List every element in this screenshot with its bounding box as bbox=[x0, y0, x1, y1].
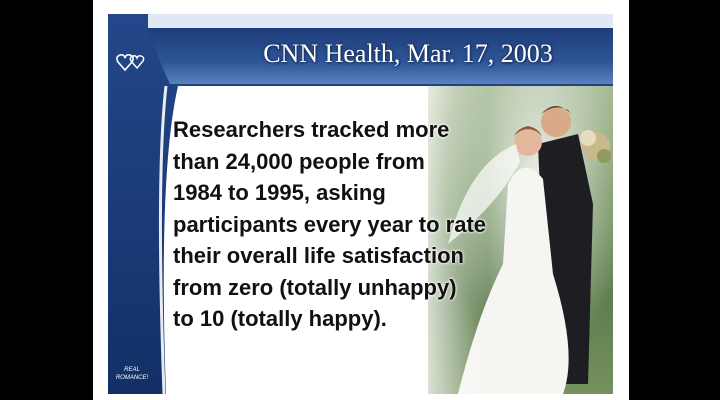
logo-line: ROMANCE! bbox=[115, 375, 149, 381]
body-line: Researchers tracked more bbox=[173, 117, 450, 142]
body-line: participants every year to rate bbox=[173, 211, 487, 237]
logo-line: REAL bbox=[124, 367, 140, 373]
body-line: from zero (totally unhappy) bbox=[173, 274, 457, 300]
slide-body: Researchers tracked more than 24,000 peo… bbox=[173, 114, 487, 335]
body-line: their overall life satisfaction bbox=[173, 243, 464, 268]
slide-background-arc bbox=[108, 14, 613, 394]
body-line: than 24,000 people from bbox=[173, 148, 425, 174]
photo-fade bbox=[358, 84, 488, 394]
slide-title: CNN Health, Mar. 17, 2003 bbox=[263, 39, 553, 68]
body-line: 1984 to 1995, asking bbox=[173, 180, 386, 205]
slide: CNN Health, Mar. 17, 2003 Researchers tr… bbox=[108, 14, 613, 394]
body-line: to 10 (totally happy). bbox=[173, 306, 387, 331]
hearts-icon bbox=[116, 54, 145, 72]
real-romance-logo: REAL ROMANCE! bbox=[110, 366, 154, 382]
